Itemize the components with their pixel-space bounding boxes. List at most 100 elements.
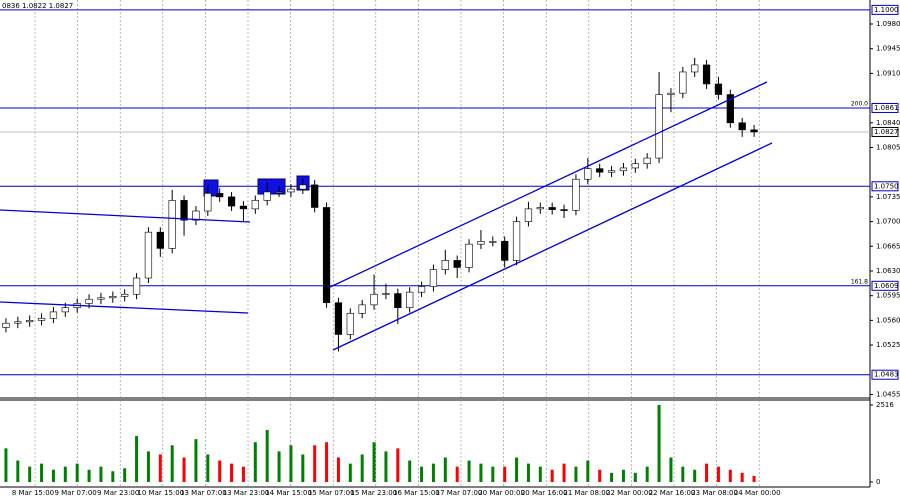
current-box [871, 126, 899, 137]
y-tick-label: 1.0560 [876, 316, 900, 324]
candle-body [702, 64, 711, 85]
volume-bar [657, 405, 661, 482]
candle-body [667, 92, 675, 95]
channel-upper [327, 81, 768, 289]
x-tick-label: 16 Mar 15:00 [393, 489, 440, 497]
volume-tick-label: 0 [876, 478, 880, 486]
candle-body [726, 94, 734, 124]
volume-bar [574, 466, 578, 482]
candle-body [109, 296, 117, 299]
level-box [871, 4, 899, 15]
level-label: 1.0861 [874, 104, 899, 112]
x-tick-label: 13 Mar 23:00 [223, 489, 270, 497]
y-tick-label: 1.0910 [876, 69, 900, 77]
y-tick-label: 1.0630 [876, 267, 900, 275]
candle-body [192, 210, 200, 221]
level-box [871, 369, 899, 380]
volume-bar [182, 457, 186, 482]
candle-body [358, 304, 366, 314]
volume-bar [621, 469, 625, 482]
candle-body [607, 170, 616, 173]
candle-body [287, 188, 295, 193]
volume-bar [348, 463, 352, 482]
volume-bar [491, 466, 495, 482]
volume-bar [455, 466, 459, 482]
candle-body [144, 231, 153, 279]
volume-bar [158, 454, 162, 482]
candle-body [655, 94, 663, 159]
level-label: 1.0483 [874, 371, 899, 379]
x-tick-label: 22 Mar 00:00 [606, 489, 653, 497]
candle-body [679, 71, 687, 94]
volume-bar [325, 442, 329, 482]
volume-bar [693, 469, 697, 482]
candle-body [322, 207, 331, 304]
y-tick-label: 1.0665 [876, 242, 900, 250]
volume-bar [75, 463, 79, 482]
volume-bar [669, 457, 673, 482]
volume-bar [681, 466, 685, 482]
y-tick-label: 1.0595 [876, 292, 900, 300]
volume-bar [265, 429, 269, 482]
y-tick-label: 1.0525 [876, 341, 900, 349]
volume-bar [63, 466, 67, 482]
candle-body [204, 193, 212, 212]
candle-body [121, 293, 129, 297]
candle-body [489, 241, 497, 243]
candle-body [275, 191, 283, 194]
volume-bar [99, 466, 103, 482]
volume-bar [515, 457, 519, 482]
candle-body [560, 209, 568, 211]
volume-bar [253, 442, 257, 482]
candle-body [299, 184, 307, 190]
volume-bar [360, 454, 364, 482]
volume-bar [598, 469, 602, 482]
candle-body [477, 241, 485, 245]
volume-bar [28, 466, 32, 482]
volume-bar [170, 445, 174, 482]
candle-body [216, 193, 224, 198]
x-tick-label: 20 Mar 16:00 [521, 489, 568, 497]
volume-bar [610, 472, 614, 482]
candle-body [263, 191, 271, 201]
volume-bar [752, 475, 756, 482]
fib-label: 200.0 [851, 100, 868, 107]
candle-body [2, 322, 10, 328]
candle-body [346, 313, 354, 335]
candle-body [382, 293, 390, 295]
volume-bar [372, 442, 376, 482]
candle-body [334, 302, 343, 335]
volume-bar [4, 448, 8, 482]
candle-body [512, 221, 521, 261]
chart-title: 0836 1.0822 1.0827 [2, 2, 73, 10]
candle-body [465, 243, 473, 268]
candle-body [49, 311, 58, 319]
candle-body [251, 200, 259, 210]
volume-bar [467, 460, 471, 482]
volume-bar [206, 454, 210, 482]
level-box [871, 181, 899, 192]
x-tick-label: 23 Mar 08:00 [691, 489, 738, 497]
fib-label: 161.8 [851, 278, 868, 285]
y-tick-label: 1.0945 [876, 45, 900, 53]
candle-body [548, 207, 556, 210]
level-label: 1.1000 [874, 6, 899, 14]
volume-bar [123, 468, 127, 482]
volume-bar [526, 463, 530, 482]
level-box [871, 102, 899, 113]
candle-body [750, 129, 758, 133]
level-label: 1.0609 [874, 282, 899, 290]
x-tick-label: 15 Mar 23:00 [350, 489, 397, 497]
x-tick-label: 13 Mar 07:00 [180, 489, 227, 497]
candle-body [619, 167, 628, 172]
volume-bar [420, 466, 424, 482]
volume-bar [384, 451, 388, 482]
candle-body [524, 208, 533, 222]
y-tick-label: 1.0840 [876, 119, 900, 127]
volume-bar [87, 469, 91, 482]
candle-body [37, 317, 46, 321]
candle-body [596, 168, 604, 173]
candle-body [61, 307, 69, 313]
trend-line [0, 301, 249, 314]
